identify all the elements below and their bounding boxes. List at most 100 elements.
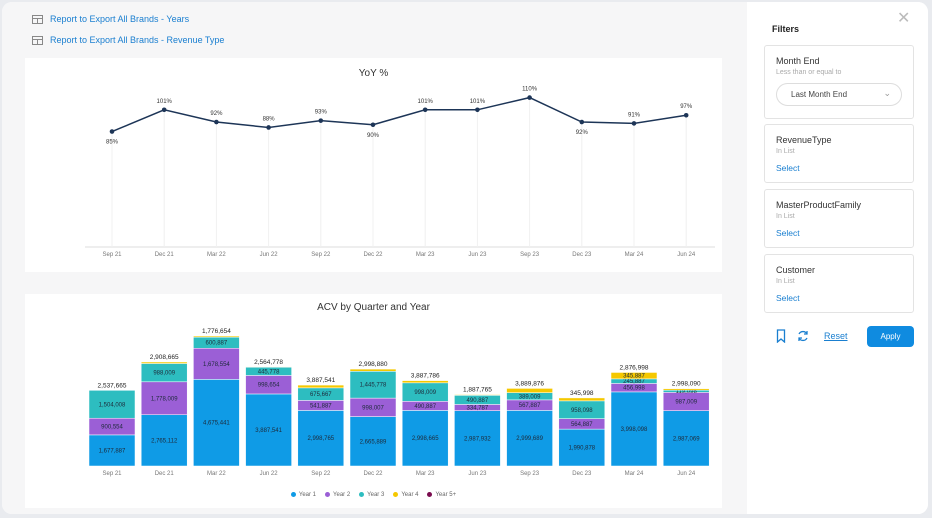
bar-segment-year-4: [401, 380, 449, 384]
acv-chart-title: ACV by Quarter and Year: [317, 302, 430, 313]
data-point: [422, 107, 428, 113]
filter-month-end: Month End Less than or equal to Last Mon…: [764, 45, 914, 119]
legend-item[interactable]: Year 2: [325, 492, 350, 498]
data-label: 92%: [576, 130, 589, 136]
x-tick-label: Mar 24: [625, 471, 644, 477]
data-point: [161, 107, 167, 113]
select-link[interactable]: Select: [776, 293, 800, 303]
segment-label: 564,887: [571, 422, 593, 428]
segment-label: 600,887: [206, 341, 228, 347]
bar-segment-year-1: [88, 434, 136, 467]
total-label: 2,998,880: [359, 361, 388, 368]
filter-operator: In List: [776, 278, 795, 285]
bar-segment-year-4: [193, 335, 240, 338]
x-tick-label: Jun 22: [260, 471, 279, 477]
dropdown-value: Last Month End: [791, 90, 848, 99]
data-label: 88%: [263, 116, 276, 122]
filter-operator: In List: [776, 148, 795, 155]
segment-label: 456,998: [623, 386, 645, 392]
segment-label: 1,990,878: [568, 446, 595, 452]
segment-label: 1,677,887: [99, 448, 126, 454]
x-tick-label: Dec 23: [572, 252, 592, 258]
apply-button[interactable]: Apply: [867, 325, 914, 347]
report-link-revenue-type[interactable]: Report to Export All Brands - Revenue Ty…: [32, 35, 224, 45]
select-link[interactable]: Select: [776, 163, 800, 173]
bar-segment-year-3: [349, 371, 397, 399]
total-label: 2,998,090: [672, 381, 701, 388]
x-tick-label: Jun 23: [468, 471, 487, 477]
legend-label: Year 1: [298, 492, 317, 499]
segment-label: 2,765,112: [151, 438, 178, 444]
x-tick-label: Dec 22: [363, 252, 383, 258]
filter-name: Month End: [776, 56, 820, 66]
acv-chart-card: ACV by Quarter and Year 1,677,887 900,554…: [25, 294, 722, 508]
segment-label: 1,504,008: [99, 402, 126, 408]
data-point: [109, 129, 115, 134]
data-point: [631, 121, 637, 126]
refresh-icon[interactable]: [796, 329, 810, 343]
report-link-label: Report to Export All Brands - Years: [50, 14, 190, 24]
bar-segment-year-4: [610, 372, 658, 380]
total-label: 1,887,765: [463, 387, 492, 394]
segment-label: 567,887: [519, 403, 541, 409]
data-label: 101%: [418, 99, 434, 105]
total-label: 2,908,665: [150, 354, 179, 361]
yoy-line-chart: 85% Sep 21 101% Dec 21 92% Mar 22 88% Jun 22 93%…: [85, 87, 715, 258]
segment-label: 3,998,098: [621, 427, 648, 433]
filters-panel: Filters ✕ Month End Less than or equal t…: [760, 2, 928, 514]
filters-title: Filters: [772, 24, 800, 34]
segment-label: 988,009: [153, 371, 175, 377]
data-label: 110%: [522, 87, 538, 93]
x-tick-label: Jun 24: [677, 471, 696, 477]
segment-label: 4,675,441: [203, 421, 230, 427]
bar-segment-year-1: [401, 410, 449, 467]
segment-label: 958,098: [571, 408, 593, 414]
legend-swatch: [359, 492, 365, 497]
x-tick-label: Dec 21: [155, 252, 175, 258]
report-link-years[interactable]: Report to Export All Brands - Years: [32, 14, 189, 24]
segment-label: 2,999,689: [516, 436, 543, 442]
table-icon: [32, 14, 43, 24]
segment-label: 445,778: [258, 369, 280, 375]
bar-segment-year-1: [454, 410, 501, 467]
legend-item[interactable]: Year 3: [359, 492, 384, 498]
bar-segment-year-1: [193, 379, 240, 467]
data-point: [318, 118, 324, 123]
x-tick-label: Dec 23: [572, 471, 592, 477]
segment-label: 119,098: [676, 389, 698, 395]
total-label: 2,537,665: [98, 382, 127, 389]
x-tick-label: Mar 23: [416, 252, 435, 258]
bar-segment-year-1: [349, 416, 397, 467]
segment-label: 2,998,665: [412, 436, 439, 442]
segment-label: 334,787: [467, 406, 489, 412]
legend-item[interactable]: Year 1: [290, 492, 317, 499]
legend-item[interactable]: Year 4: [393, 492, 418, 498]
segment-label: 1,778,009: [151, 396, 178, 402]
x-tick-label: Sep 22: [311, 252, 331, 258]
reset-button[interactable]: Reset: [824, 331, 848, 341]
yoy-chart-title: YoY %: [358, 68, 389, 79]
x-tick-label: Dec 22: [363, 471, 383, 477]
filter-operator: Less than or equal to: [776, 69, 842, 76]
segment-label: 900,554: [101, 425, 123, 431]
segment-label: 541,887: [310, 403, 332, 409]
month-end-dropdown[interactable]: Last Month End ⌄: [776, 83, 902, 106]
total-label: 3,887,541: [306, 377, 335, 384]
segment-label: 245,887: [623, 379, 645, 385]
filter-name: MasterProductFamily: [776, 200, 862, 210]
legend-item[interactable]: Year 5+: [427, 492, 456, 498]
data-point: [214, 119, 219, 125]
data-label: 101%: [157, 99, 173, 105]
total-label: 1,776,654: [202, 328, 231, 335]
yoy-chart-card: YoY % 85% Sep 21 101% Dec 21 92% Mar 22 88% Jun…: [25, 58, 722, 272]
bookmark-icon[interactable]: [776, 329, 786, 343]
close-icon[interactable]: ✕: [897, 10, 911, 27]
legend-swatch: [393, 492, 399, 497]
segment-label: 1,445,778: [360, 383, 387, 389]
select-link[interactable]: Select: [776, 228, 800, 238]
bar-segment-year-4: [140, 361, 188, 364]
filter-customer: Customer In List Select: [764, 254, 914, 313]
chart-legend: Year 1 Year 2 Year 3 Year 4 Year 5+: [25, 492, 722, 498]
filter-master-product-family: MasterProductFamily In List Select: [764, 189, 914, 248]
